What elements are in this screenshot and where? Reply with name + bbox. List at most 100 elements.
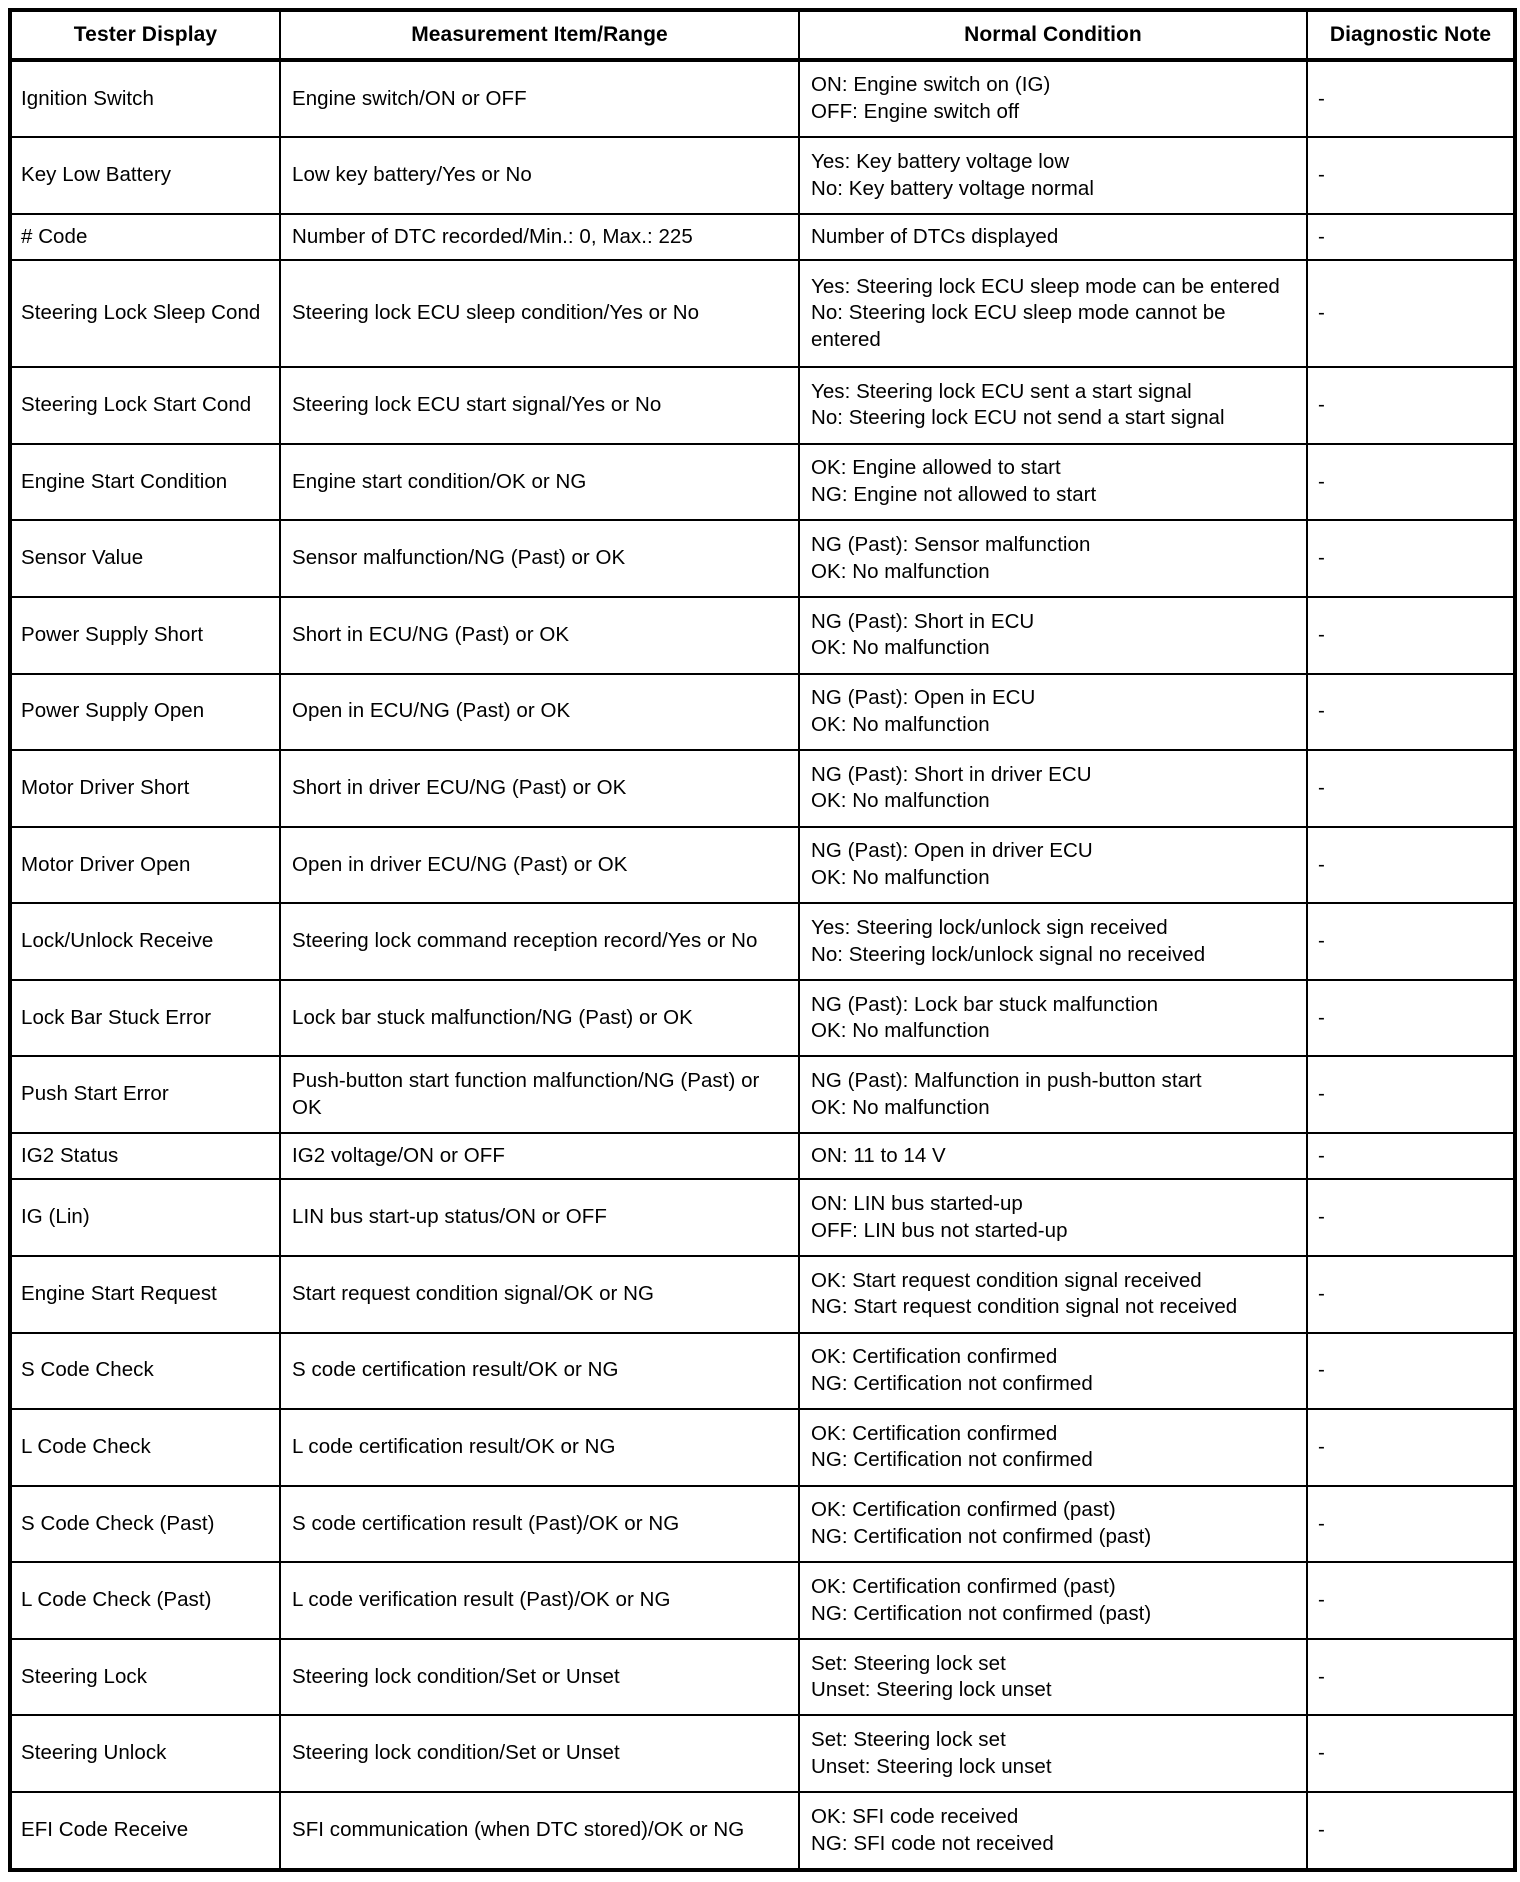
cell-text-line: Set: Steering lock set	[811, 1651, 1006, 1675]
cell-tester-display: Steering Lock Start Cond	[10, 367, 281, 445]
cell-measurement-item-range: Sensor malfunction/NG (Past) or OK	[280, 520, 800, 598]
cell-tester-display: Motor Driver Open	[10, 826, 281, 905]
cell-normal-condition: OK: Certification confirmed (past) NG: Ce…	[799, 1562, 1308, 1640]
cell-normal-condition: OK: Certification confirmed (past) NG: Ce…	[799, 1485, 1308, 1564]
cell-normal-condition: Set: Steering lock set Unset: Steering lo…	[799, 1638, 1308, 1717]
cell-diagnostic-note: -	[1307, 1638, 1515, 1717]
table-row: Steering Unlock Steering lock condition/S…	[10, 1715, 1515, 1794]
cell-measurement-item-range: SFI communication (when DTC stored)/OK o…	[280, 1792, 800, 1870]
cell-measurement-item-range: Open in ECU/NG (Past) or OK	[280, 673, 800, 752]
cell-diagnostic-note: -	[1307, 443, 1515, 522]
cell-measurement-item-range: Lock bar stuck malfunction/NG (Past) or …	[280, 979, 800, 1058]
cell-text-line: NG (Past): Malfunction in push-button st…	[811, 1069, 1202, 1093]
table-row: S Code Check S code certification result/…	[10, 1332, 1515, 1411]
cell-tester-display: # Code	[10, 213, 281, 262]
cell-text-line: No: Steering lock ECU sleep mode cannot …	[811, 301, 1226, 351]
table-row: L Code Check L code certification result/…	[10, 1409, 1515, 1487]
table-header-row: Tester Display Measurement Item/Range No…	[10, 10, 1515, 62]
cell-normal-condition: OK: Engine allowed to start NG: Engine no…	[799, 443, 1308, 522]
table-row: Lock/Unlock Receive Steering lock command…	[10, 903, 1515, 981]
cell-tester-display: Lock/Unlock Receive	[10, 903, 281, 981]
cell-text-line: OK: No malfunction	[811, 712, 990, 736]
cell-text-line: No: Key battery voltage normal	[811, 176, 1094, 200]
cell-measurement-item-range: Steering lock condition/Set or Unset	[280, 1715, 800, 1794]
table-row: Power Supply Short Short in ECU/NG (Past)…	[10, 596, 1515, 675]
table-row: Engine Start Condition Engine start condi…	[10, 443, 1515, 522]
table-row: Steering Lock Start Cond Steering lock EC…	[10, 367, 1515, 445]
cell-diagnostic-note: -	[1307, 260, 1515, 369]
cell-normal-condition: ON: 11 to 14 V	[799, 1133, 1308, 1181]
table-row: Sensor Value Sensor malfunction/NG (Past)…	[10, 520, 1515, 598]
table-row: Power Supply Open Open in ECU/NG (Past) o…	[10, 673, 1515, 752]
cell-diagnostic-note: -	[1307, 1255, 1515, 1334]
column-header-normal-condition: Normal Condition	[799, 10, 1308, 62]
cell-diagnostic-note: -	[1307, 1179, 1515, 1257]
cell-tester-display: IG (Lin)	[10, 1179, 281, 1257]
cell-text-line: NG (Past): Short in ECU	[811, 609, 1035, 633]
cell-text-line: Unset: Steering lock unset	[811, 1754, 1052, 1778]
cell-normal-condition: OK: Certification confirmed NG: Certifica…	[799, 1332, 1308, 1411]
cell-normal-condition: NG (Past): Open in driver ECU OK: No malf…	[799, 826, 1308, 905]
table-body: Ignition Switch Engine switch/ON or OFF ON…	[10, 59, 1515, 1870]
table-row: Motor Driver Open Open in driver ECU/NG (…	[10, 826, 1515, 905]
cell-text-line: NG: Certification not confirmed	[811, 1371, 1093, 1395]
cell-text-line: Yes: Key battery voltage low	[811, 150, 1070, 173]
cell-text-line: OK: Engine allowed to start	[811, 456, 1061, 480]
cell-text-line: OK: Certification confirmed	[811, 1421, 1058, 1445]
cell-text-line: NG: SFI code not received	[811, 1831, 1054, 1855]
cell-text-line: OK: Certification confirmed (past)	[811, 1574, 1116, 1598]
cell-diagnostic-note: -	[1307, 826, 1515, 905]
cell-diagnostic-note: -	[1318, 1818, 1325, 1842]
cell-text-line: Unset: Steering lock unset	[811, 1678, 1052, 1702]
cell-text-line: OK: Certification confirmed (past)	[811, 1498, 1116, 1522]
cell-text-line: NG (Past): Sensor malfunction	[811, 532, 1091, 556]
cell-measurement-item-range: Steering lock command reception record/Y…	[280, 903, 800, 981]
cell-measurement-item-range: S code certification result (Past)/OK or…	[280, 1485, 800, 1564]
cell-normal-condition: Yes: Steering lock ECU sleep mode can be…	[799, 260, 1308, 369]
cell-tester-display: Power Supply Open	[10, 673, 281, 752]
cell-text-line: OK: No malfunction	[811, 1095, 990, 1119]
cell-tester-display: EFI Code Receive	[10, 1792, 281, 1870]
cell-diagnostic-note: -	[1307, 979, 1515, 1058]
table-row: # Code Number of DTC recorded/Min.: 0, Ma…	[10, 213, 1515, 262]
table-row: IG2 Status IG2 voltage/ON or OFF ON: 11 to…	[10, 1133, 1515, 1181]
cell-tester-display: S Code Check	[10, 1332, 281, 1411]
cell-text-line: OK: SFI code received	[811, 1804, 1019, 1828]
cell-text-line: NG: Certification not confirmed (past)	[811, 1525, 1152, 1548]
cell-normal-condition: NG (Past): Lock bar stuck malfunction OK:…	[799, 979, 1308, 1058]
cell-tester-display: Steering Unlock	[10, 1715, 281, 1794]
table-row: Lock Bar Stuck Error Lock bar stuck malfu…	[10, 979, 1515, 1058]
cell-measurement-item-range: L code certification result/OK or NG	[280, 1409, 800, 1487]
cell-text-line: OK: No malfunction	[811, 865, 990, 889]
cell-normal-condition: Yes: Steering lock/unlock sign received N…	[799, 903, 1308, 981]
cell-tester-display: Power Supply Short	[10, 596, 281, 675]
cell-measurement-item-range: Open in driver ECU/NG (Past) or OK	[280, 826, 800, 905]
cell-diagnostic-note: -	[1307, 367, 1515, 445]
table-row: Key Low Battery Low key battery/Yes or No…	[10, 137, 1515, 215]
cell-measurement-item-range: Engine start condition/OK or NG	[280, 443, 800, 522]
cell-normal-condition: OK: Start request condition signal recei…	[799, 1255, 1308, 1334]
cell-measurement-item-range: Steering lock condition/Set or Unset	[280, 1638, 800, 1717]
cell-normal-condition: NG (Past): Malfunction in push-button st…	[799, 1056, 1308, 1135]
cell-diagnostic-note: -	[1307, 673, 1515, 752]
cell-text-line: No: Steering lock ECU not send a start s…	[811, 406, 1225, 430]
cell-tester-display: S Code Check (Past)	[10, 1485, 281, 1564]
cell-text-line: OK: No malfunction	[811, 559, 990, 583]
column-header-tester-display: Tester Display	[10, 10, 281, 62]
table-row: S Code Check (Past) S code certification …	[10, 1485, 1515, 1564]
cell-tester-display: Ignition Switch	[10, 59, 281, 139]
cell-diagnostic-note: -	[1307, 213, 1515, 262]
cell-text-line: OK: No malfunction	[811, 636, 990, 660]
cell-normal-condition: NG (Past): Sensor malfunction OK: No malf…	[799, 520, 1308, 598]
cell-measurement-item-range: Short in ECU/NG (Past) or OK	[280, 596, 800, 675]
table-row: Engine Start Request Start request condit…	[10, 1255, 1515, 1334]
cell-diagnostic-note: -	[1307, 1562, 1515, 1640]
table-header: Tester Display Measurement Item/Range No…	[10, 10, 1515, 62]
cell-text-line: NG: Certification not confirmed	[811, 1448, 1093, 1472]
cell-tester-display: Lock Bar Stuck Error	[10, 979, 281, 1058]
cell-tester-display: Key Low Battery	[10, 137, 281, 215]
cell-tester-display: Push Start Error	[10, 1056, 281, 1135]
cell-diagnostic-note: -	[1307, 750, 1515, 828]
cell-tester-display: Steering Lock	[10, 1638, 281, 1717]
